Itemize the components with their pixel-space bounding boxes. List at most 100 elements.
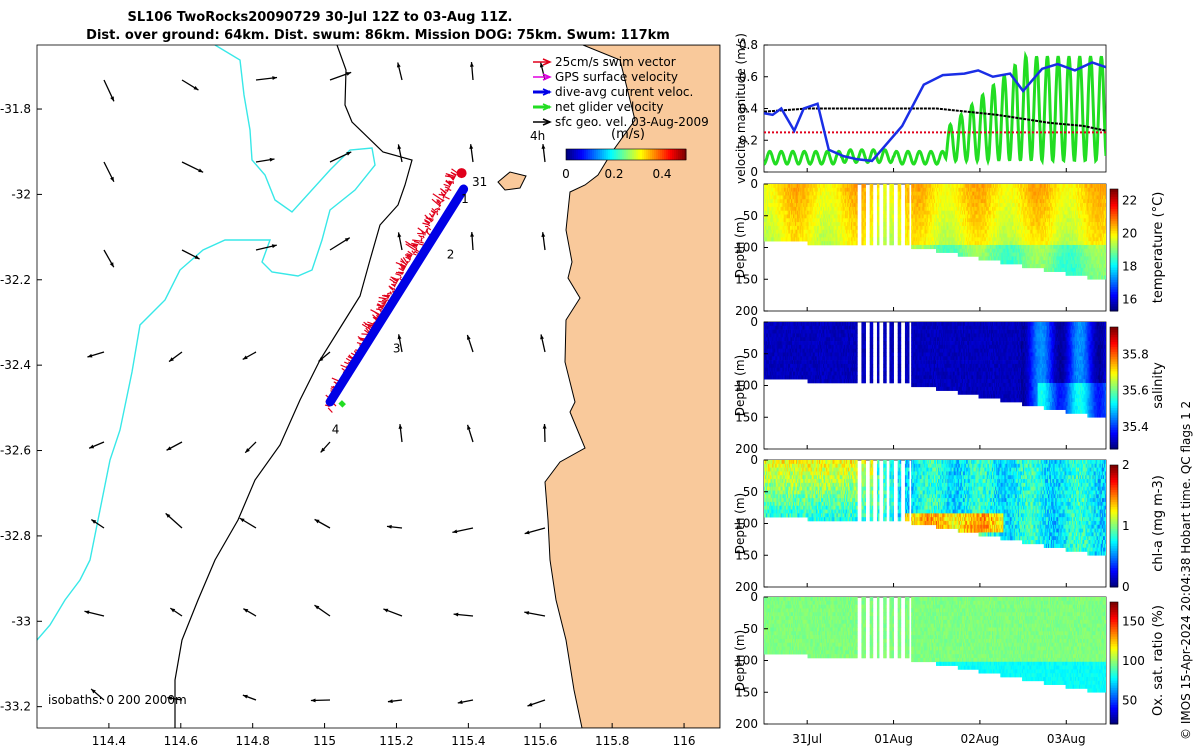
- profile-cell: [998, 252, 1000, 257]
- profile-cell: [1031, 225, 1033, 231]
- profile-cell: [938, 218, 940, 223]
- profile-cell: [1001, 241, 1003, 246]
- profile-cell: [1046, 199, 1049, 204]
- profile-cell: [978, 214, 980, 219]
- profile-cell: [983, 222, 986, 227]
- profile-cell: [1019, 206, 1022, 211]
- profile-cell: [806, 199, 808, 204]
- profile-cell: [925, 233, 928, 238]
- profile-cell: [962, 206, 965, 211]
- profile-cell: [904, 214, 907, 219]
- profile-cell: [941, 237, 943, 242]
- profile-cell: [780, 184, 783, 189]
- profile-cell: [975, 184, 977, 189]
- profile-cell: [834, 237, 836, 242]
- profile-cell: [967, 199, 969, 204]
- profile-cell: [1041, 187, 1044, 192]
- profile-cell: [936, 199, 938, 204]
- profile-cell: [822, 229, 824, 234]
- profile-cell: [807, 218, 809, 223]
- profile-cell: [854, 214, 856, 219]
- profile-cell: [852, 225, 854, 231]
- profile-cell: [955, 210, 958, 215]
- profile-cell: [968, 195, 970, 200]
- profile-cell: [923, 210, 926, 215]
- profile-cell: [957, 229, 960, 234]
- profile-cell: [809, 241, 812, 246]
- profile-cell: [1004, 210, 1006, 215]
- profile-cell: [1026, 206, 1028, 211]
- profile-cell: [1018, 260, 1021, 265]
- profile-cell: [989, 184, 992, 189]
- profile-cell: [916, 225, 918, 231]
- profile-cell: [1004, 252, 1006, 257]
- profile-cell: [819, 218, 822, 223]
- profile-cell: [770, 222, 772, 227]
- profile-cell: [832, 206, 834, 211]
- profile-cell: [812, 214, 815, 219]
- profile-cell: [958, 222, 961, 227]
- profile-cell: [997, 244, 999, 250]
- profile-cell: [997, 248, 999, 253]
- land-polygon: [544, 45, 720, 728]
- profile-cell: [800, 225, 802, 231]
- profile-cell: [965, 222, 967, 227]
- profile-cell: [942, 218, 944, 223]
- profile-cell: [818, 195, 821, 200]
- swim-vector: [421, 230, 425, 235]
- profile-cell: [962, 222, 965, 227]
- profile-cell: [786, 233, 789, 238]
- profile-cell: [776, 184, 778, 189]
- profile-cell: [995, 222, 997, 227]
- profile-cell: [812, 191, 815, 196]
- profile-cell: [862, 225, 864, 231]
- profile-cell: [883, 233, 885, 238]
- profile-cell: [980, 237, 983, 242]
- profile-cell: [938, 184, 940, 189]
- profile-cell: [898, 222, 901, 227]
- profile-cell: [950, 237, 952, 242]
- swim-vector: [378, 303, 384, 310]
- profile-cell: [778, 199, 780, 204]
- profile-cell: [766, 229, 768, 234]
- profile-cell: [899, 195, 902, 200]
- profile-cell: [801, 222, 803, 227]
- profile-cell: [911, 184, 913, 189]
- profile-cell: [943, 241, 945, 246]
- profile-cell: [904, 206, 907, 211]
- profile-cell: [919, 229, 921, 234]
- profile-cell: [767, 222, 769, 227]
- swim-vector: [425, 230, 431, 236]
- profile-cell: [780, 191, 783, 196]
- profile-cell: [952, 187, 955, 192]
- profile-cell: [981, 222, 984, 227]
- profile-cell: [1030, 260, 1032, 265]
- profile-cell: [954, 187, 957, 192]
- profile-cell: [978, 206, 980, 211]
- map-xtick-label: 114.8: [236, 734, 270, 748]
- profile-cell: [930, 225, 933, 231]
- profile-cell: [930, 237, 933, 242]
- profile-cell: [979, 210, 981, 215]
- profile-cell: [1031, 244, 1033, 250]
- profile-cell: [1010, 244, 1013, 250]
- profile-cell: [1015, 256, 1018, 261]
- profile-cell: [1050, 233, 1052, 238]
- profile-cell: [897, 233, 900, 238]
- profile-cell: [862, 187, 864, 192]
- profile-cell: [955, 222, 958, 227]
- profile-cell: [926, 237, 929, 242]
- profile-cell: [997, 222, 999, 227]
- profile-cell: [1008, 214, 1011, 219]
- profile-cell: [1047, 222, 1050, 227]
- profile-cell: [985, 206, 988, 211]
- profile-cell: [825, 191, 827, 196]
- profile-cell: [1031, 210, 1033, 215]
- profile-cell: [943, 237, 945, 242]
- profile-cell: [788, 218, 791, 223]
- profile-cell: [864, 199, 866, 204]
- profile-cell: [940, 248, 942, 253]
- profile-cell: [955, 191, 958, 196]
- profile-cell: [855, 203, 857, 208]
- profile-cell: [964, 222, 966, 227]
